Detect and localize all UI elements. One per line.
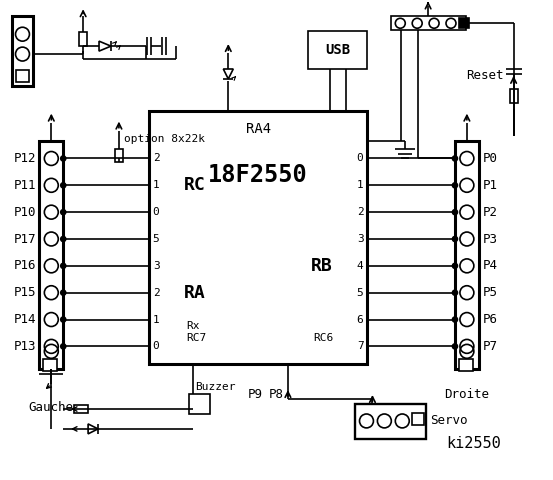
Bar	[459, 360, 473, 371]
Text: P8: P8	[269, 388, 284, 401]
Text: P5: P5	[483, 286, 498, 299]
Circle shape	[452, 290, 457, 295]
Bar	[308, 31, 368, 69]
Circle shape	[452, 344, 457, 349]
Text: ki2550: ki2550	[446, 436, 501, 451]
Circle shape	[61, 344, 66, 349]
Text: 18F2550: 18F2550	[208, 163, 308, 187]
Text: P11: P11	[14, 179, 36, 192]
Bar	[115, 148, 123, 162]
Circle shape	[452, 156, 457, 161]
Text: 4: 4	[357, 261, 363, 271]
Circle shape	[61, 210, 66, 215]
Text: P17: P17	[14, 232, 36, 245]
Text: option 8x22k: option 8x22k	[124, 133, 205, 144]
Bar	[392, 16, 466, 30]
Text: 5: 5	[357, 288, 363, 298]
Bar	[74, 405, 88, 413]
Circle shape	[61, 156, 66, 161]
Circle shape	[61, 183, 66, 188]
Text: P15: P15	[14, 286, 36, 299]
Text: 1: 1	[153, 314, 159, 324]
Text: Gauche: Gauche	[29, 400, 74, 414]
Bar	[459, 18, 469, 28]
Circle shape	[61, 237, 66, 241]
Text: P14: P14	[14, 313, 36, 326]
Text: 0: 0	[153, 207, 159, 217]
Text: 3: 3	[357, 234, 363, 244]
Circle shape	[452, 317, 457, 322]
Text: RA: RA	[184, 284, 205, 302]
Bar	[15, 70, 29, 82]
Bar	[39, 141, 63, 369]
Text: 2: 2	[153, 154, 159, 164]
Text: Servo: Servo	[430, 414, 468, 428]
Text: 2: 2	[357, 207, 363, 217]
Bar	[412, 413, 424, 425]
Text: P3: P3	[483, 232, 498, 245]
Text: 5: 5	[153, 234, 159, 244]
Text: 0: 0	[153, 341, 159, 351]
Text: 1: 1	[357, 180, 363, 190]
Circle shape	[452, 264, 457, 268]
Text: Reset: Reset	[466, 70, 504, 83]
Text: P1: P1	[483, 179, 498, 192]
Bar	[510, 89, 518, 103]
Text: 2: 2	[153, 288, 159, 298]
Text: 1: 1	[153, 180, 159, 190]
Text: P12: P12	[14, 152, 36, 165]
Circle shape	[452, 183, 457, 188]
Text: P10: P10	[14, 205, 36, 219]
Text: RC: RC	[184, 176, 205, 194]
Text: RC6: RC6	[313, 334, 333, 343]
Text: 6: 6	[357, 314, 363, 324]
Bar	[12, 16, 33, 86]
Text: P0: P0	[483, 152, 498, 165]
Text: 7: 7	[357, 341, 363, 351]
Text: P4: P4	[483, 259, 498, 272]
Bar	[455, 141, 479, 369]
Circle shape	[61, 317, 66, 322]
Text: USB: USB	[325, 43, 350, 57]
Text: P13: P13	[14, 340, 36, 353]
Text: 3: 3	[153, 261, 159, 271]
Text: P16: P16	[14, 259, 36, 272]
Circle shape	[452, 237, 457, 241]
Bar	[149, 111, 368, 364]
Text: RB: RB	[311, 257, 333, 275]
Circle shape	[452, 210, 457, 215]
Bar	[354, 404, 426, 439]
Text: Rx: Rx	[186, 322, 200, 332]
Circle shape	[61, 290, 66, 295]
Text: RA4: RA4	[246, 121, 270, 136]
Text: P2: P2	[483, 205, 498, 219]
Text: P6: P6	[483, 313, 498, 326]
Text: Droite: Droite	[445, 388, 489, 401]
Bar	[79, 32, 87, 46]
Text: P7: P7	[483, 340, 498, 353]
Bar	[189, 394, 210, 414]
Circle shape	[61, 264, 66, 268]
Bar	[43, 360, 58, 371]
Text: Buzzer: Buzzer	[195, 382, 236, 392]
Text: 0: 0	[357, 154, 363, 164]
Text: P9: P9	[248, 388, 263, 401]
Text: RC7: RC7	[186, 334, 207, 343]
